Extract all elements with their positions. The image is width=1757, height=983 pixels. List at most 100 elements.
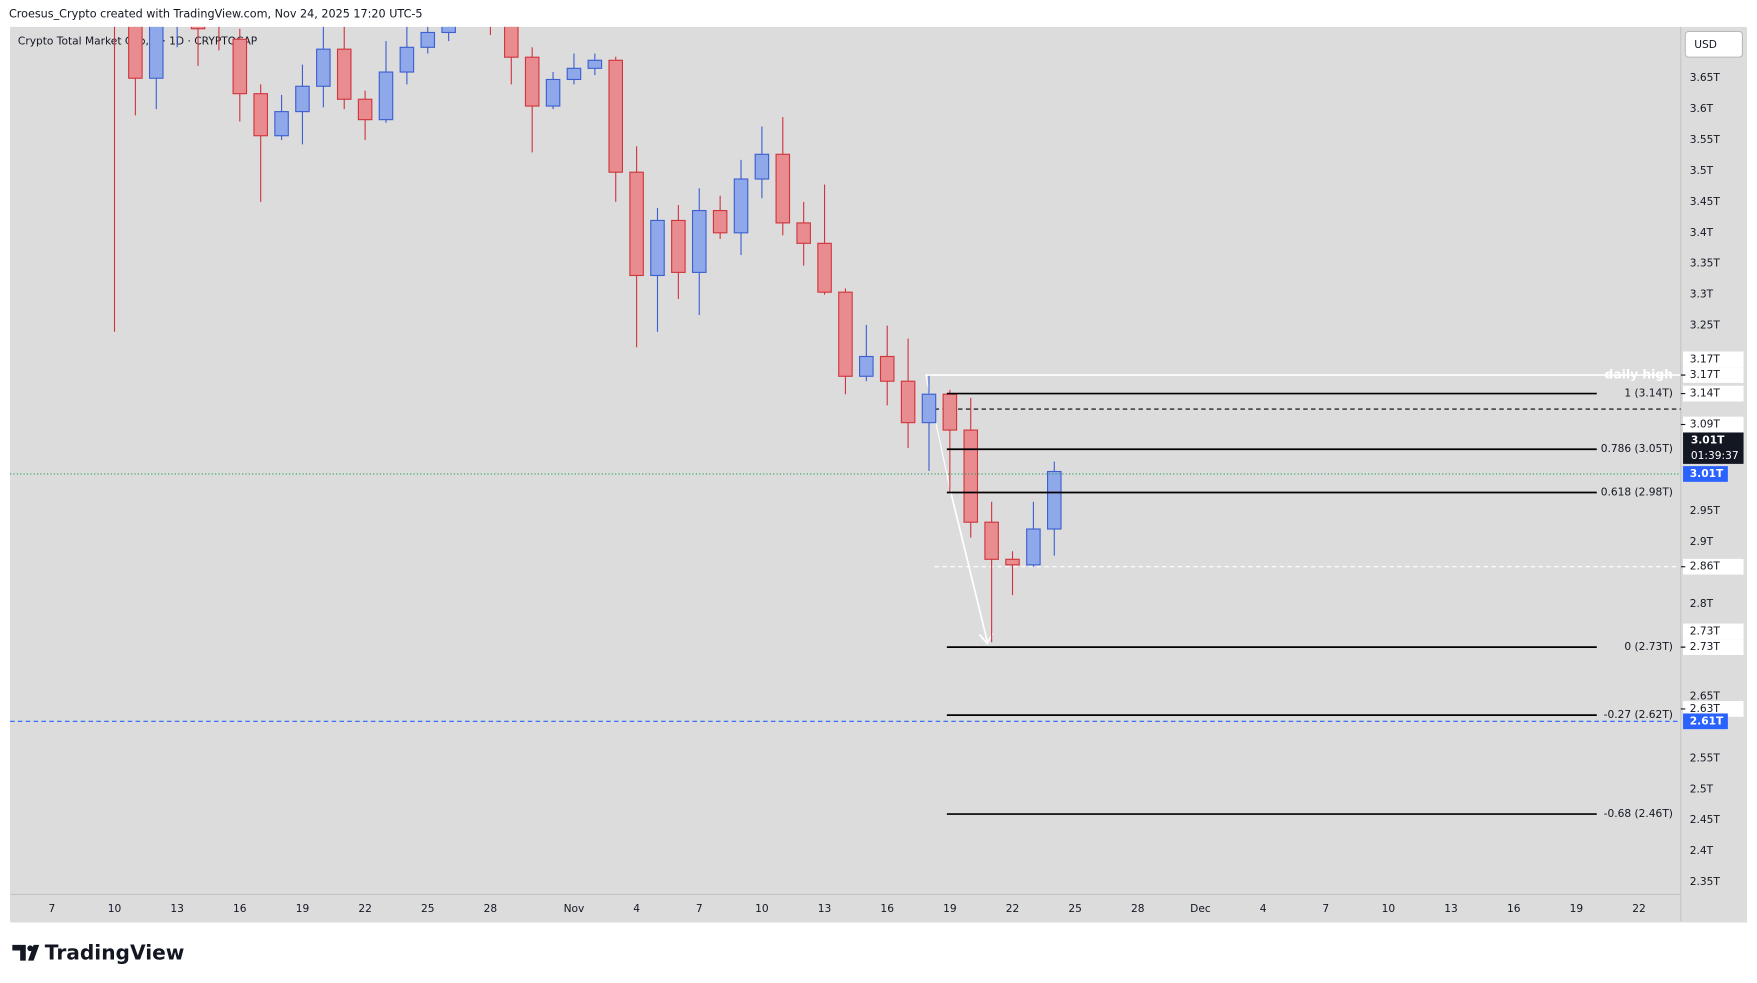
candle-body [524,56,540,107]
price-marker-label: 3.09T [1690,418,1721,431]
candle-body [128,26,143,79]
candle-body [733,178,749,234]
x-tick-label: 10 [1382,902,1396,915]
y-tick-label: 3.4T [1690,226,1714,239]
candle-body [1026,528,1041,566]
currency[interactable]: USD [1694,38,1717,51]
fib-label: 0 (2.73T) [1624,640,1673,653]
x-tick-label: 13 [818,902,832,915]
x-tick-label: 16 [1507,902,1521,915]
logo-text: TradingView [45,940,185,964]
y-tick-label: 2.45T [1690,813,1721,826]
trend-line [925,374,951,490]
x-tick-label: Dec [1190,902,1211,915]
x-tick-label: 28 [1131,902,1145,915]
y-tick-label: 3.25T [1690,319,1721,332]
y-tick-label: 2.8T [1690,597,1714,610]
drawings [925,374,994,645]
x-tick-label: 4 [633,902,640,915]
x-tick-label: 19 [296,902,310,915]
candle-body [1005,558,1020,566]
y-tick-label: 2.9T [1690,535,1714,548]
fib-label: -0.68 (2.46T) [1604,807,1673,820]
y-tick-label: 3.3T [1690,288,1714,301]
candle-body [775,153,791,224]
price-marker-box [1683,416,1744,433]
candle-body [921,393,937,424]
candle-body [148,26,164,79]
candle-body [900,380,916,424]
price-marker-box [1683,701,1744,717]
daily-high-label: daily high [1605,368,1673,382]
price-badge [1683,466,1728,482]
currency-button[interactable] [1684,30,1743,58]
x-tick-label: 7 [48,902,55,915]
candle-body [253,93,268,137]
x-tick-label: 25 [421,902,435,915]
price-marker-box [1683,639,1744,655]
x-tick-label: 22 [358,902,372,915]
candle-body [566,67,582,81]
candle-body [712,209,728,234]
x-tick-label: 22 [1006,902,1020,915]
candle-body [838,291,853,377]
price-marker-box [1683,385,1744,402]
arrow-head [978,632,994,645]
candle-body [316,48,331,87]
candle-body [754,153,770,180]
price-marker-box [1683,351,1744,368]
credit: Croesus_Crypto created with TradingView.… [9,8,423,21]
candle-body [295,85,310,113]
candle-body [190,26,206,30]
candle-body [691,209,707,273]
y-tick-label: 3.35T [1690,257,1721,270]
candle-body [608,59,624,173]
x-tick-label: 28 [484,902,498,915]
x-tick-label: 7 [696,902,703,915]
x-tick-label: 19 [943,902,957,915]
y-tick-label: 2.95T [1690,504,1721,517]
price-marker-label: 3.14T [1690,387,1721,400]
plot [113,0,1681,643]
candle-body [1047,470,1062,530]
candle-body [378,71,394,121]
candle-body [879,355,895,382]
x-tick-label: 19 [1570,902,1584,915]
y-tick-label: 2.55T [1690,751,1721,764]
fib-label: -0.27 (2.62T) [1604,708,1673,721]
candle-body [650,219,665,277]
candle-body [274,111,289,137]
price-marker-label: 3.17T [1690,368,1721,381]
candle-body [587,59,603,69]
candle-body [629,171,644,277]
candle-body [357,98,373,121]
candle-body [963,429,979,523]
candle-body [232,38,248,95]
x-tick-label: 4 [1260,902,1267,915]
chart-background [10,26,1747,923]
candle-body [484,0,497,10]
candle-body [984,521,999,560]
price-badge-label: 3.01T [1690,467,1724,480]
fib-label: 1 (3.14T) [1624,387,1673,400]
y-tick-label: 2.5T [1690,782,1714,795]
y-tick-label: 3.5T [1690,164,1714,177]
price-marker-box [1683,623,1744,640]
y-tick-label: 2.4T [1690,844,1714,857]
x-tick-label: 7 [1322,902,1329,915]
x-tick-label: 16 [880,902,894,915]
price-marker-label: 2.73T [1690,624,1721,637]
price-marker-label: 2.86T [1690,560,1721,573]
x-tick-label: 13 [170,902,184,915]
alert-badge [1683,713,1728,730]
logo: TradingView [12,940,184,964]
x-tick-label: 10 [108,902,122,915]
candle-body [441,26,456,34]
x-tick-label: 25 [1068,902,1082,915]
logo-icon [12,944,40,961]
candle-body [671,219,686,273]
trend-arrow [949,489,989,642]
price-marker-box [1683,558,1744,575]
